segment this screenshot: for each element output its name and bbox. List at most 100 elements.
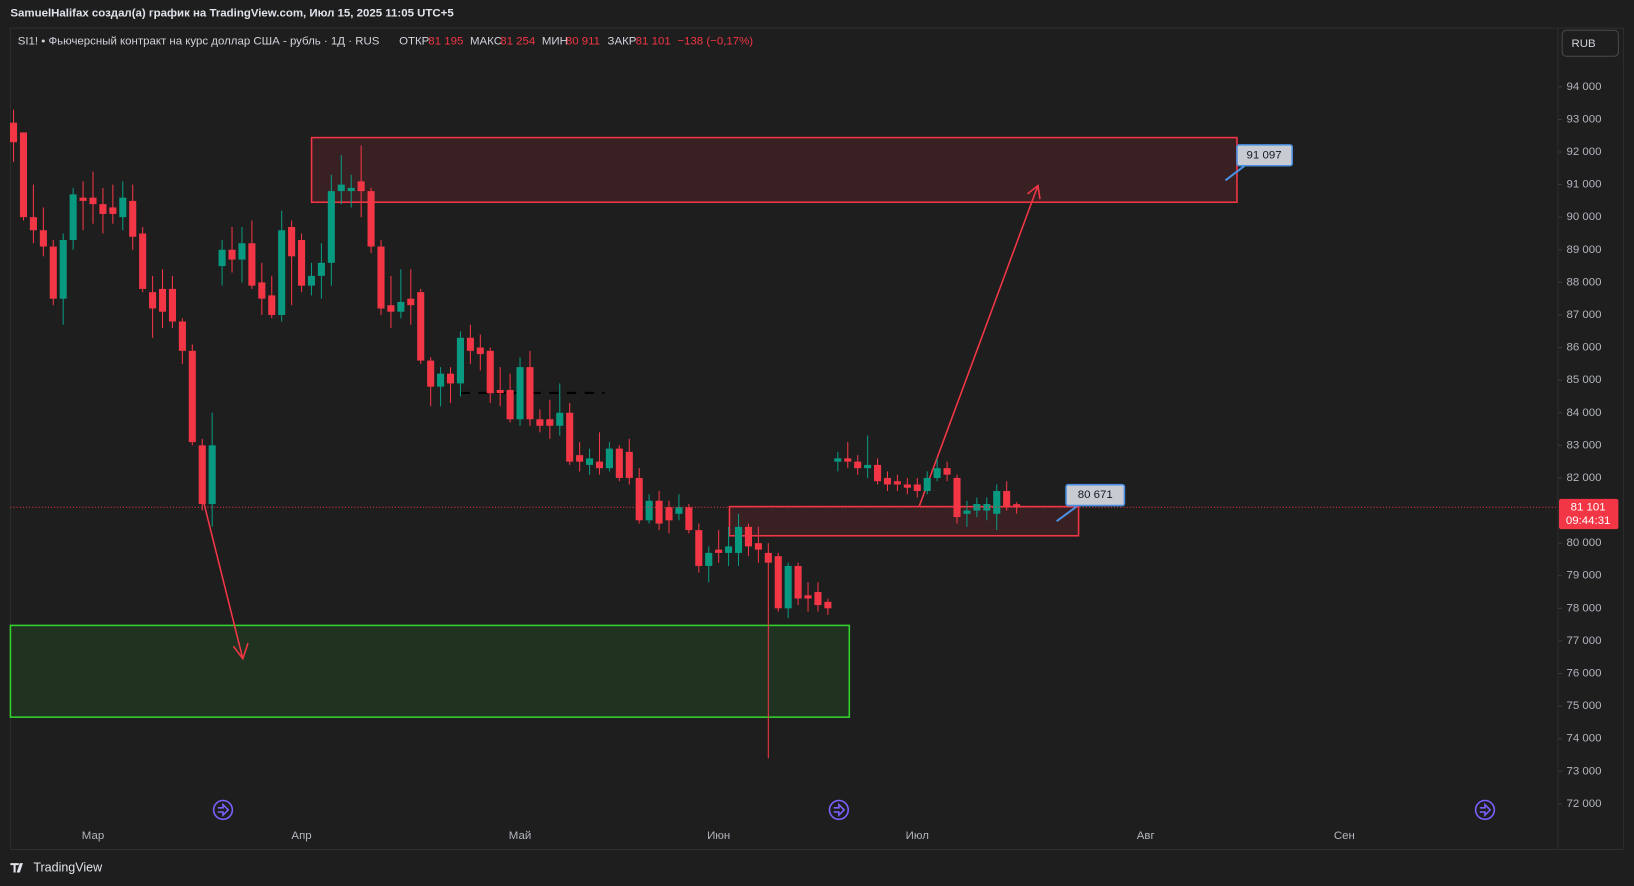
y-tick-label: 78 000	[1566, 602, 1601, 614]
event-icon[interactable]	[828, 799, 850, 821]
x-tick-label: Июл	[906, 830, 929, 842]
candle-body	[198, 445, 206, 505]
candle-body	[615, 448, 623, 478]
candle-body	[248, 243, 256, 286]
down-arrow	[202, 500, 249, 661]
candle-body	[387, 305, 395, 312]
candle-body	[119, 197, 127, 218]
y-tick-label: 79 000	[1566, 570, 1601, 582]
candle-body	[397, 301, 405, 312]
callout-label: 91 097	[1247, 149, 1282, 161]
candle-body	[516, 367, 524, 420]
callout-line	[1056, 505, 1078, 523]
candle-body	[913, 484, 921, 491]
candle-body	[725, 546, 733, 553]
event-icon[interactable]	[1474, 799, 1496, 821]
y-tick-label: 72 000	[1566, 798, 1601, 810]
candle-body	[993, 490, 1001, 514]
candle-body	[556, 412, 564, 426]
candle-body	[168, 288, 176, 322]
candle-body	[744, 526, 752, 547]
high-value: 81 254	[500, 36, 536, 48]
candle-body	[437, 373, 445, 387]
event-icon-glyph	[217, 802, 230, 818]
callout-label: 80 671	[1078, 489, 1113, 501]
candle-body	[456, 337, 464, 384]
candle-body	[943, 468, 951, 475]
close-value: 81 101	[636, 36, 671, 48]
candle-body	[874, 464, 882, 482]
countdown: 09:44:31	[1566, 515, 1611, 527]
chart-frame	[9, 27, 1625, 851]
y-tick-label: 92 000	[1566, 146, 1601, 158]
candle-body	[317, 262, 325, 276]
candle-body	[754, 543, 762, 550]
candle-body	[715, 549, 723, 553]
y-tick-label: 80 000	[1566, 537, 1601, 549]
logo-mark	[10, 863, 23, 873]
candle-body	[337, 184, 345, 192]
candle-body	[883, 477, 892, 485]
last-price-label: 81 101	[1571, 501, 1606, 513]
candle-body	[188, 350, 196, 443]
x-tick-label: Май	[509, 830, 531, 842]
high-label: МАКС	[470, 36, 502, 48]
candle-body	[963, 510, 971, 514]
candle-body	[377, 246, 385, 309]
event-icon-glyph	[1479, 802, 1492, 818]
candle-body	[218, 249, 226, 267]
y-tick-label: 89 000	[1566, 244, 1601, 256]
candle-body	[427, 360, 435, 387]
y-tick-label: 77 000	[1566, 635, 1601, 647]
open-label: ОТКР	[399, 36, 430, 48]
low-label: МИН	[542, 36, 568, 48]
candle-body	[923, 477, 931, 491]
credit: SamuelHalifax создал(а) график на Tradin…	[10, 8, 454, 20]
candle-body	[446, 373, 455, 384]
candle-body	[665, 507, 673, 521]
y-tick-label: 83 000	[1566, 439, 1601, 451]
candle-body	[496, 389, 504, 394]
candle-body	[476, 347, 484, 355]
candle-body	[506, 389, 514, 420]
y-tick-label: 88 000	[1566, 276, 1601, 288]
y-tick-label: 82 000	[1566, 472, 1601, 484]
candle-body	[357, 181, 365, 192]
candle-body	[1003, 490, 1011, 508]
y-tick-label: 87 000	[1566, 309, 1601, 321]
close-label: ЗАКР	[608, 36, 637, 48]
candle-body	[953, 477, 961, 518]
candle-body	[546, 419, 554, 426]
y-tick-label: 91 000	[1566, 179, 1601, 191]
candle-body	[466, 337, 474, 351]
candle-body	[178, 321, 186, 351]
candle-body	[566, 412, 574, 462]
candle-body	[605, 448, 613, 469]
candle-body	[327, 191, 335, 263]
candle-body	[268, 295, 276, 315]
candle-body	[595, 461, 604, 469]
candle-body	[625, 451, 633, 478]
candle-body	[705, 552, 713, 566]
candle-body	[89, 197, 97, 205]
candle-body	[59, 240, 67, 299]
resistance-zone	[310, 136, 1238, 203]
candle-body	[367, 191, 375, 247]
currency-button[interactable]	[1561, 29, 1619, 57]
target-zone	[9, 624, 851, 718]
candle-body	[49, 246, 57, 299]
candle-body	[347, 187, 355, 192]
event-icon[interactable]	[212, 799, 234, 821]
candle-body	[794, 565, 802, 599]
candle-body	[208, 445, 216, 505]
candle-body	[784, 565, 792, 609]
candle-body	[933, 468, 941, 478]
candle-body	[19, 132, 28, 218]
event-icon-glyph	[833, 802, 846, 818]
event-icons	[212, 799, 1496, 821]
candle-body	[129, 200, 137, 237]
candle-body	[526, 367, 534, 420]
